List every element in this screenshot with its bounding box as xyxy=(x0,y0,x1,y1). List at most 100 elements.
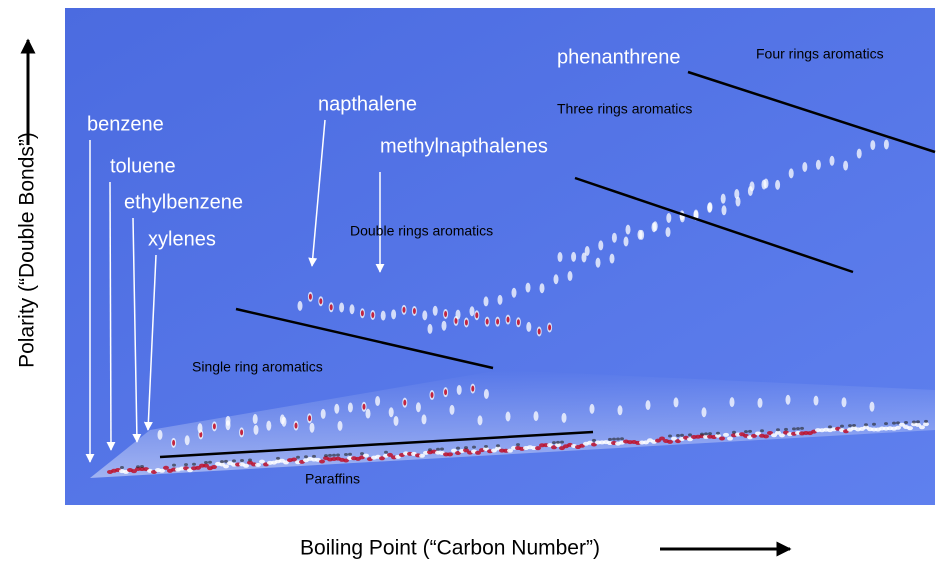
spot xyxy=(666,212,672,223)
spot xyxy=(455,309,461,320)
spot xyxy=(747,186,753,197)
spot xyxy=(899,422,905,427)
spot xyxy=(469,306,475,317)
spot xyxy=(526,321,532,332)
spot xyxy=(308,293,312,300)
divider xyxy=(235,307,494,370)
spot xyxy=(496,318,500,325)
spot xyxy=(729,397,735,408)
spot xyxy=(829,155,835,166)
spot xyxy=(700,432,704,436)
spot xyxy=(223,464,229,469)
spot xyxy=(511,287,517,298)
spot xyxy=(475,312,479,319)
spot xyxy=(869,401,875,412)
spot xyxy=(720,193,726,204)
spot xyxy=(464,446,468,450)
spot xyxy=(704,432,708,436)
spot xyxy=(253,424,259,435)
spot xyxy=(387,452,393,457)
spot xyxy=(240,458,244,462)
spot xyxy=(784,427,788,431)
spot xyxy=(447,452,453,457)
spot xyxy=(471,385,475,392)
spot xyxy=(360,310,364,317)
spot xyxy=(475,450,481,455)
spot xyxy=(776,428,780,432)
spot xyxy=(755,431,761,436)
spot xyxy=(291,457,297,462)
spot xyxy=(203,463,209,468)
spot xyxy=(281,416,287,427)
spot xyxy=(916,420,920,424)
spot xyxy=(828,425,832,429)
spot xyxy=(441,320,447,331)
spot xyxy=(707,202,713,213)
spot xyxy=(472,445,476,449)
spot xyxy=(140,465,144,469)
spot xyxy=(428,448,432,452)
spot xyxy=(197,423,203,434)
spot xyxy=(735,196,741,207)
spots xyxy=(107,139,929,474)
spot xyxy=(456,446,460,450)
region-label: Double rings aromatics xyxy=(350,223,493,239)
spot xyxy=(266,420,272,431)
spot xyxy=(639,229,645,240)
spot xyxy=(375,396,381,407)
spot xyxy=(843,160,849,171)
spot xyxy=(571,251,577,262)
spot xyxy=(415,402,421,413)
spot xyxy=(436,447,440,451)
glow-band xyxy=(90,370,935,478)
spot xyxy=(589,403,595,414)
spot xyxy=(785,394,791,405)
compound-label: ethylbenzene xyxy=(124,191,243,213)
spot xyxy=(195,465,201,470)
spot xyxy=(779,433,785,438)
spot xyxy=(555,443,561,448)
spot xyxy=(852,423,856,427)
spot xyxy=(595,257,601,268)
spot xyxy=(760,429,764,433)
spot xyxy=(723,432,729,437)
spot xyxy=(172,439,176,446)
spot xyxy=(163,465,169,470)
spot xyxy=(668,434,672,438)
spot xyxy=(337,420,343,431)
spot xyxy=(232,459,236,463)
spot xyxy=(815,159,821,170)
spot xyxy=(763,434,769,439)
spot xyxy=(802,161,808,172)
spot xyxy=(924,419,928,423)
spot xyxy=(402,306,406,313)
spot xyxy=(184,463,188,467)
spot xyxy=(923,422,929,427)
spot xyxy=(895,425,901,430)
spot xyxy=(379,456,385,461)
spot xyxy=(312,454,316,458)
spot xyxy=(208,460,212,464)
region-label: Three rings aromatics xyxy=(557,101,692,117)
spot xyxy=(687,437,693,442)
compound-label: toluene xyxy=(110,155,176,177)
spot xyxy=(440,447,444,451)
spot xyxy=(483,388,489,399)
spot xyxy=(328,453,332,457)
spot xyxy=(388,407,394,418)
region-label: Paraffins xyxy=(305,471,360,487)
spot xyxy=(581,252,587,263)
spot xyxy=(225,415,231,426)
spot xyxy=(864,423,868,427)
spot xyxy=(444,310,448,317)
spot xyxy=(172,463,176,467)
spot xyxy=(896,421,900,425)
spot xyxy=(339,302,345,313)
spot xyxy=(120,465,124,469)
spot xyxy=(609,253,615,264)
spot xyxy=(841,397,847,408)
spot xyxy=(734,189,740,200)
spot xyxy=(393,415,399,426)
spot xyxy=(220,460,224,464)
spot xyxy=(680,433,684,437)
